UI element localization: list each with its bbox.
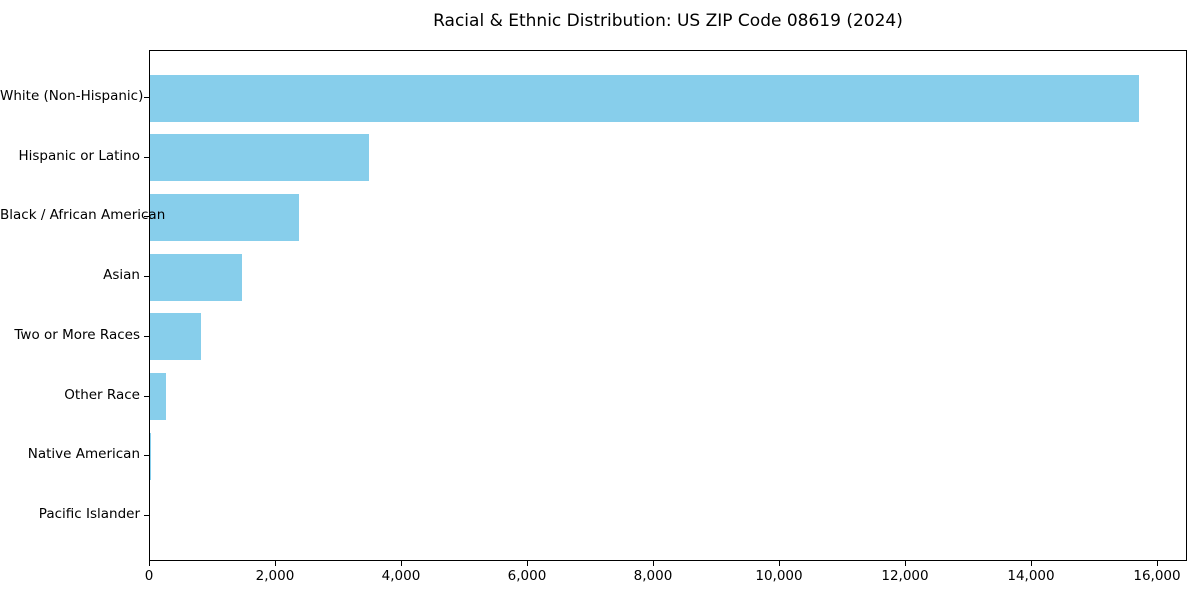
x-tick-5 (779, 561, 780, 566)
y-tick-label-7: Pacific Islander (38, 506, 140, 522)
bar-4 (150, 313, 201, 360)
x-tick-6 (905, 561, 906, 566)
y-tick-3 (144, 276, 149, 277)
y-tick-2 (144, 216, 149, 217)
y-tick-label-6: Native American (27, 446, 140, 462)
y-tick-6 (144, 455, 149, 456)
y-tick-label-0: White (Non-Hispanic) (0, 88, 144, 104)
x-tick-label-1: 2,000 (255, 568, 295, 584)
bar-0 (150, 75, 1139, 122)
y-tick-0 (144, 97, 149, 98)
x-tick-label-0: 0 (144, 568, 154, 584)
x-tick-7 (1031, 561, 1032, 566)
x-tick-label-6: 12,000 (881, 568, 929, 584)
bar-2 (150, 194, 299, 241)
y-tick-5 (144, 396, 149, 397)
x-tick-0 (149, 561, 150, 566)
x-tick-2 (401, 561, 402, 566)
bar-5 (150, 373, 166, 420)
y-tick-7 (144, 515, 149, 516)
chart-title: Racial & Ethnic Distribution: US ZIP Cod… (433, 11, 903, 31)
x-tick-3 (527, 561, 528, 566)
bar-6 (150, 433, 151, 480)
y-tick-label-3: Asian (103, 267, 140, 283)
x-tick-label-3: 6,000 (507, 568, 547, 584)
y-tick-label-4: Two or More Races (14, 327, 140, 343)
x-tick-1 (275, 561, 276, 566)
y-tick-label-5: Other Race (64, 387, 140, 403)
x-tick-label-4: 8,000 (633, 568, 673, 584)
plot-area (149, 50, 1187, 561)
x-tick-label-5: 10,000 (755, 568, 803, 584)
y-tick-4 (144, 336, 149, 337)
bar-3 (150, 254, 242, 301)
x-tick-4 (653, 561, 654, 566)
y-tick-1 (144, 157, 149, 158)
y-tick-label-1: Hispanic or Latino (18, 148, 140, 164)
bar-1 (150, 134, 369, 181)
x-tick-label-7: 14,000 (1007, 568, 1055, 584)
y-tick-label-2: Black / African American (0, 207, 166, 223)
x-tick-8 (1157, 561, 1158, 566)
x-tick-label-2: 4,000 (381, 568, 421, 584)
x-tick-label-8: 16,000 (1133, 568, 1181, 584)
